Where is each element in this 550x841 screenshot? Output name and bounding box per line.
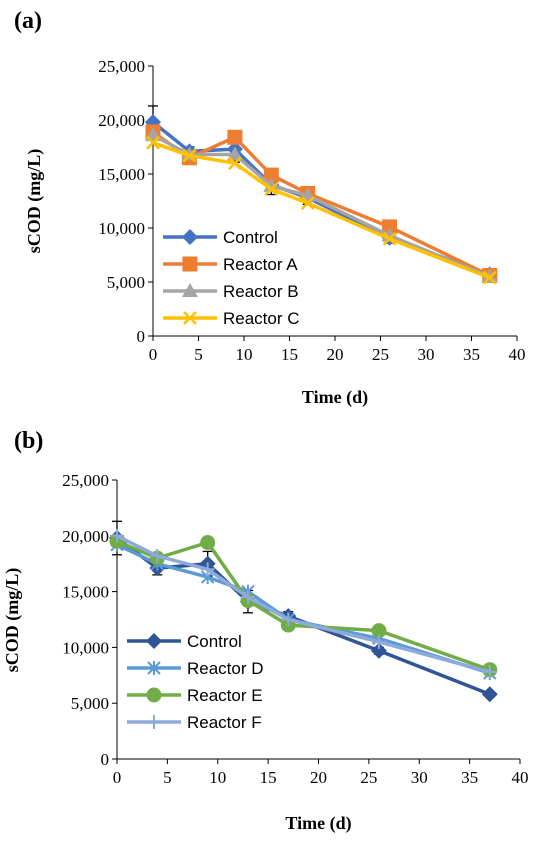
legend-label: Reactor C [223,309,300,328]
legend-item-reactor-a: Reactor A [163,255,298,274]
y-tick-label: 5,000 [107,273,145,292]
y-tick-label: 15,000 [98,165,145,184]
data-point-reactor-e [200,534,216,550]
legend-label: Control [187,632,242,651]
x-tick-label: 20 [327,345,344,364]
x-tick-label: 30 [418,345,435,364]
legend-label: Reactor B [223,282,299,301]
data-point-reactor-c [482,270,497,285]
legend-marker [183,311,197,325]
series-line-reactor-d [116,543,491,675]
data-point-reactor-b [481,268,498,283]
legend-marker [182,229,198,245]
legend-item-reactor-f: Reactor F [127,713,262,732]
legend-label: Reactor E [187,686,263,705]
x-tick-label: 30 [411,768,428,787]
data-point-reactor-f [200,562,215,577]
series-reactor-c [146,135,497,285]
legend-label: Reactor D [187,659,264,678]
legend-label: Reactor F [187,713,262,732]
y-tick-label: 0 [101,750,110,769]
data-point-reactor-c [382,231,397,246]
series-line-reactor-c [152,141,491,280]
legend-item-reactor-e: Reactor E [127,686,263,705]
x-tick-label: 40 [509,345,526,364]
y-tick-label: 20,000 [62,527,109,546]
legend-item-reactor-d: Reactor D [127,659,264,678]
legend-marker [182,283,198,297]
x-tick-label: 40 [512,768,529,787]
data-point-reactor-c [228,156,242,171]
legend-label: Control [223,228,278,247]
x-tick-label: 5 [163,768,172,787]
legend-marker [147,715,161,729]
legend-item-control: Control [163,228,278,247]
legend-marker [146,687,162,703]
series-reactor-f [110,528,497,679]
data-point-reactor-f [150,548,165,563]
data-point-reactor-b [226,146,243,161]
x-tick-label: 15 [281,345,298,364]
data-point-control [481,686,498,703]
legend-item-control: Control [127,632,242,651]
y-tick-label: 0 [137,327,146,346]
legend-item-reactor-b: Reactor B [163,282,299,301]
data-point-reactor-c [300,196,315,211]
x-tick-label: 15 [260,768,277,787]
data-point-reactor-a [263,167,279,183]
panel-label: (b) [14,428,43,454]
legend-item-reactor-c: Reactor C [163,309,300,328]
data-point-reactor-f [482,664,497,679]
data-point-reactor-f [110,528,124,543]
x-tick-label: 20 [310,768,327,787]
legend: Control Reactor A Reactor B Reactor C [163,228,300,328]
x-tick-label: 35 [463,345,480,364]
data-point-reactor-f [281,612,296,627]
data-point-reactor-a [382,219,398,235]
data-point-reactor-f [240,590,255,605]
y-tick-label: 20,000 [98,111,145,130]
x-tick-label: 10 [209,768,226,787]
y-tick-label: 15,000 [62,583,109,602]
legend-marker [182,256,198,272]
data-point-reactor-e [371,623,387,639]
x-axis-title: Time (d) [302,387,368,408]
legend-marker [147,661,161,675]
y-tick-label: 5,000 [71,694,109,713]
y-tick-label: 25,000 [98,57,145,76]
panel-label: (a) [14,8,42,34]
data-point-reactor-c [264,182,279,197]
data-point-control [370,642,387,659]
x-tick-label: 0 [113,768,122,787]
x-tick-label: 10 [236,345,253,364]
data-point-reactor-f [371,634,386,649]
chart-panel-a: (a) 0 5,000 10,000 15,000 20,000 25,000 0 5 10 15 2… [14,8,526,408]
y-axis-title: sCOD (mg/L) [2,568,23,673]
x-tick-label: 35 [461,768,478,787]
data-point-reactor-a [227,129,243,145]
data-point-reactor-c [146,135,160,150]
y-tick-label: 10,000 [98,219,145,238]
x-tick-label: 25 [360,768,377,787]
y-tick-label: 10,000 [62,638,109,657]
x-axis-title: Time (d) [285,813,351,834]
legend-marker [146,633,162,649]
x-tick-label: 25 [372,345,389,364]
y-tick-label: 25,000 [62,471,109,490]
data-point-reactor-c [182,148,197,163]
legend-label: Reactor A [223,255,298,274]
chart-panel-b: (b) 0 5,000 10,000 15,000 20,000 25,000 0 5 10 15 2… [2,428,529,834]
legend: Control Reactor D Reactor E Reactor F [127,632,264,732]
y-axis-title: sCOD (mg/L) [24,149,45,254]
x-tick-label: 5 [194,345,203,364]
x-tick-label: 0 [149,345,158,364]
